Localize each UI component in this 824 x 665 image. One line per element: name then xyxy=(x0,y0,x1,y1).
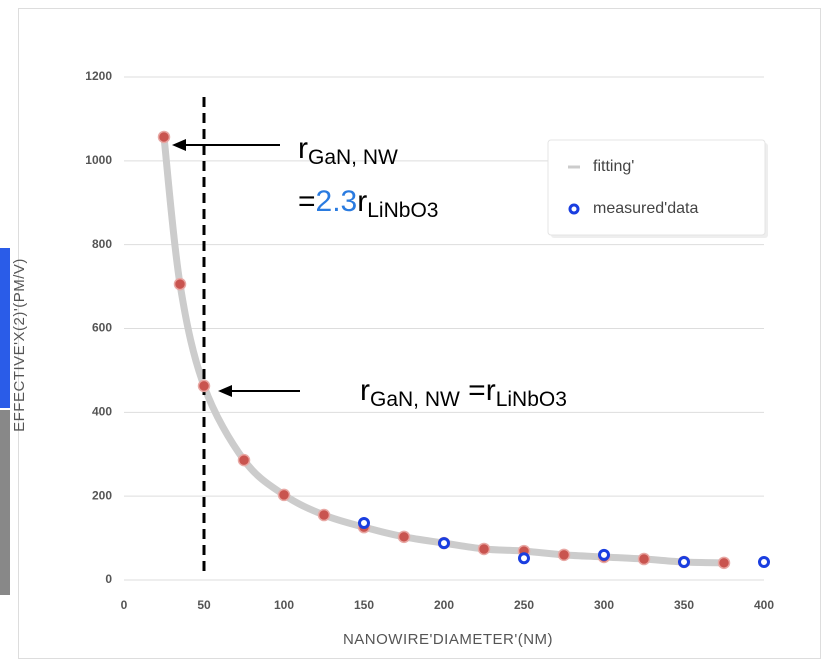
annotation-subscript: GaN, NW xyxy=(308,146,398,169)
y-tick-label: 800 xyxy=(92,237,112,251)
annotation-subscript: LiNbO3 xyxy=(367,199,438,222)
measured-point xyxy=(358,516,370,529)
annotation-text: r xyxy=(360,374,370,407)
legend-box xyxy=(547,139,766,236)
measured-point xyxy=(518,552,530,565)
annotation-subscript: LiNbO3 xyxy=(496,388,567,411)
x-tick-label: 50 xyxy=(197,598,211,612)
y-tick-label: 600 xyxy=(92,321,112,335)
fit-point xyxy=(717,556,731,570)
fit-point xyxy=(197,379,211,393)
x-tick-label: 100 xyxy=(274,598,294,612)
fit-point xyxy=(237,453,251,467)
measured-point xyxy=(678,555,690,568)
fit-point xyxy=(277,488,291,502)
fit-point xyxy=(317,508,331,522)
y-tick-label: 0 xyxy=(105,572,112,586)
measured-point xyxy=(598,548,610,561)
annotation-text: = xyxy=(298,185,316,218)
annotation-text: r xyxy=(298,132,308,165)
annotation-subscript: GaN, NW xyxy=(370,388,460,411)
arrow-head xyxy=(218,385,232,397)
fit-point xyxy=(477,542,491,556)
legend-label: measured'data xyxy=(593,200,698,217)
fit-point xyxy=(157,130,171,144)
x-axis-label: NANOWIRE'DIAMETER'(NM) xyxy=(343,631,553,648)
x-tick-label: 150 xyxy=(354,598,374,612)
annotation-text: r xyxy=(357,185,367,218)
fit-point xyxy=(637,552,651,566)
y-tick-label: 400 xyxy=(92,405,112,419)
cropped-image xyxy=(0,248,10,408)
annotation-factor: 2.3 xyxy=(316,185,358,218)
legend-label: fitting' xyxy=(593,158,634,175)
x-tick-label: 400 xyxy=(754,598,774,612)
arrow-head xyxy=(172,139,186,151)
annotation: =2.3rLiNbO3 xyxy=(298,185,438,222)
legend-swatch xyxy=(568,203,580,215)
fit-point xyxy=(173,277,187,291)
x-tick-label: 250 xyxy=(514,598,534,612)
x-tick-label: 200 xyxy=(434,598,454,612)
fit-point xyxy=(397,530,411,544)
y-tick-label: 200 xyxy=(92,488,112,502)
x-tick-label: 350 xyxy=(674,598,694,612)
cropped-image xyxy=(0,410,10,595)
fit-point xyxy=(557,548,571,562)
measured-point xyxy=(438,537,450,550)
measured-point xyxy=(758,555,770,568)
chart-border xyxy=(18,8,821,659)
annotation: rGaN, NW xyxy=(298,132,398,169)
x-tick-label: 300 xyxy=(594,598,614,612)
x-tick-label: 0 xyxy=(121,598,128,612)
y-tick-label: 1000 xyxy=(85,153,112,167)
y-tick-label: 1200 xyxy=(85,69,112,83)
annotation: rGaN, NW =rLiNbO3 xyxy=(360,374,567,411)
annotation-text: =r xyxy=(460,374,496,407)
y-axis-label: EFFECTIVE'X(2)'(PM/V) xyxy=(11,258,28,432)
